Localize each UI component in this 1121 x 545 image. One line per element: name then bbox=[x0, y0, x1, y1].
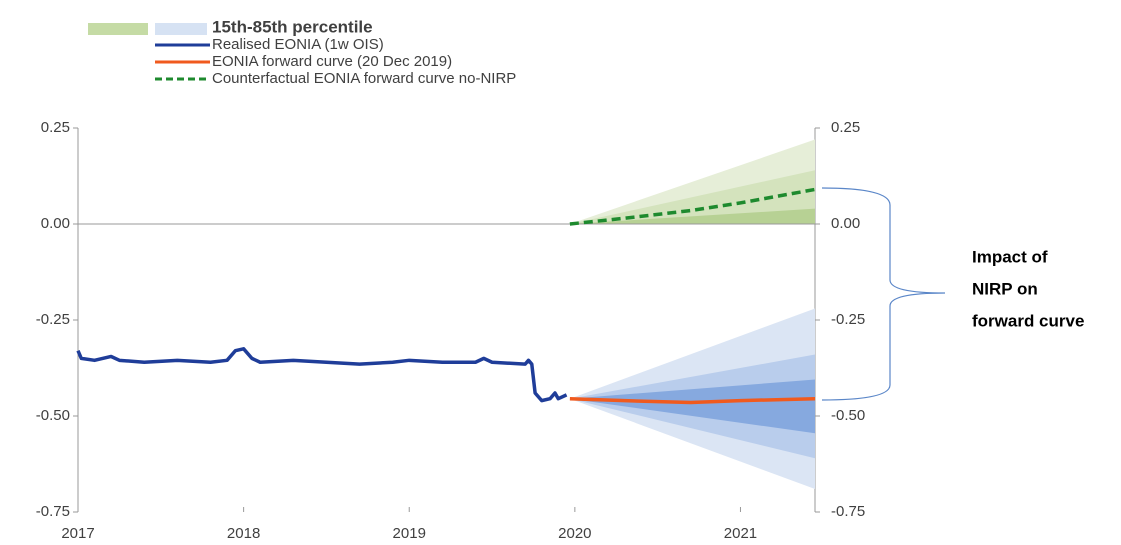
y-tick-label: -0.75 bbox=[36, 503, 70, 520]
percentile-band bbox=[569, 170, 815, 224]
brace bbox=[821, 187, 946, 401]
y2-tick-label: 0.25 bbox=[831, 119, 860, 136]
annotation: Impact of bbox=[972, 247, 1048, 266]
y2-tick-label: 0.00 bbox=[831, 215, 860, 232]
annotation: NIRP on bbox=[972, 279, 1038, 298]
y-tick-label: 0.25 bbox=[41, 119, 70, 136]
legend-swatch bbox=[88, 23, 148, 35]
legend-label: Counterfactual EONIA forward curve no-NI… bbox=[212, 70, 516, 87]
legend-label: 15th-85th percentile bbox=[212, 17, 373, 36]
y2-tick-label: -0.75 bbox=[831, 503, 865, 520]
x-tick-label: 2019 bbox=[393, 525, 426, 542]
x-tick-label: 2020 bbox=[558, 525, 591, 542]
x-tick-label: 2017 bbox=[61, 525, 94, 542]
y-tick-label: -0.25 bbox=[36, 311, 70, 328]
percentile-band bbox=[569, 208, 815, 224]
y2-tick-label: -0.25 bbox=[831, 311, 865, 328]
series-line bbox=[569, 396, 816, 405]
legend-swatch bbox=[155, 23, 207, 35]
y2-tick-label: -0.50 bbox=[831, 407, 865, 424]
y-tick-label: 0.00 bbox=[41, 215, 70, 232]
x-tick-label: 2018 bbox=[227, 525, 260, 542]
series-line bbox=[569, 187, 816, 226]
x-tick-label: 2021 bbox=[724, 525, 757, 542]
legend-label: EONIA forward curve (20 Dec 2019) bbox=[212, 53, 452, 70]
percentile-band bbox=[569, 379, 815, 434]
legend-label: Realised EONIA (1w OIS) bbox=[212, 36, 384, 53]
series-line bbox=[76, 347, 568, 403]
annotation: forward curve bbox=[972, 311, 1084, 330]
y-tick-label: -0.50 bbox=[36, 407, 70, 424]
